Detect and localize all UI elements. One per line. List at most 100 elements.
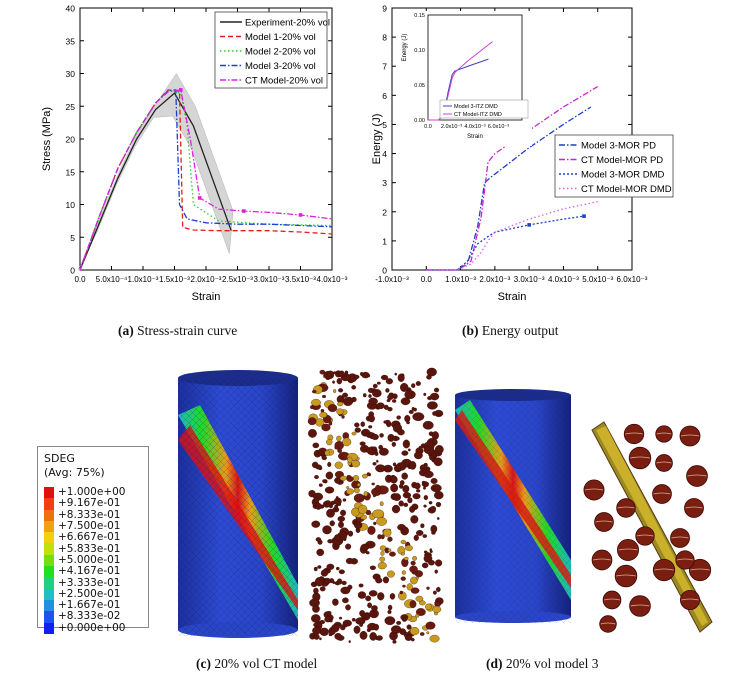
chart-a-legend: Experiment-20% vol Model 1-20% vol Model 2… (214, 11, 330, 89)
contour-legend-row: +3.333e-01 (44, 576, 125, 589)
x-tick-label: 4.0x10⁻³ (317, 275, 348, 284)
contour-value: +6.667e-01 (58, 531, 121, 544)
contour-value: +5.833e-01 (58, 542, 121, 555)
series-marker (197, 196, 202, 200)
contour-color-swatch (44, 487, 54, 499)
x-tick-label: 1.5x10⁻³ (159, 275, 190, 284)
sdeg-contour-legend: SDEG (Avg: 75%) +1.000e+00 +9.167e-01 +8.3… (37, 446, 149, 634)
contour-color-swatch (44, 577, 54, 589)
stress-strain-chart: 0 5 10 15 20 25 30 35 40 0.0 5.0x10⁻⁴ 1.0x10⁻³ 1.5x1… (41, 4, 348, 304)
contour-value: +0.000e+00 (58, 621, 126, 634)
legend-entry: Model 3-20% vol (245, 61, 316, 72)
caption-a: (a) Stress-strain curve (118, 323, 238, 338)
contour-color-swatch (44, 520, 54, 533)
y-axis-label: Stress (MPa) (41, 107, 53, 171)
inset-frame (427, 14, 523, 121)
contour-legend-title: SDEG (44, 452, 75, 465)
x-tick-label: 1.0x10⁻³ (128, 275, 159, 284)
y-tick-label: 3 (382, 178, 387, 188)
contour-legend-row: +1.000e+00 (44, 486, 126, 499)
inset-series-line (428, 41, 493, 121)
ct-model-particles (307, 367, 444, 644)
inset-y-label: Energy (J) (402, 34, 408, 62)
fem-render-images (178, 367, 713, 644)
contour-value: +5.000e-01 (58, 553, 121, 566)
contour-color-swatch (44, 588, 54, 600)
series-line (426, 86, 599, 271)
caption-b: (b) Energy output (462, 323, 559, 338)
contour-color-swatch (44, 554, 54, 567)
contour-color-swatch (44, 532, 54, 544)
x-tick-label: 0.0 (74, 275, 86, 284)
x-tick-label: 3.5x10⁻³ (285, 275, 316, 284)
contour-value: +1.667e-01 (58, 599, 121, 612)
y-tick-label: 8 (382, 33, 387, 43)
contour-value: +7.500e-01 (58, 520, 121, 533)
contour-legend-row: +6.667e-01 (44, 531, 125, 544)
x-tick-label: 2.5x10⁻³ (222, 275, 253, 284)
experiment-range-band (77, 73, 234, 271)
series-line (79, 89, 333, 271)
inset-x-label: Strain (467, 134, 483, 140)
contour-value: +1.000e+00 (58, 486, 126, 499)
legend-entry: CT Model-MOR DMD (581, 184, 672, 195)
x-tick-label: 1.0x10⁻³ (445, 275, 476, 284)
contour-color-swatch (44, 611, 54, 623)
contour-value: +8.333e-01 (58, 508, 121, 521)
y-tick-label: 25 (66, 102, 76, 112)
contour-value: +3.333e-01 (58, 576, 121, 589)
legend-entry: Model 1-20% vol (245, 32, 316, 43)
contour-color-swatch (44, 599, 54, 612)
contour-color-swatch (44, 622, 54, 634)
model3-cylinder (455, 389, 571, 623)
chart-b-legend: Model 3-MOR PD CT Model-MOR PD Model 3-MOR… (554, 134, 674, 198)
contour-legend-row: +1.667e-01 (44, 599, 125, 612)
caption-d: (d) 20% vol model 3 (486, 656, 599, 671)
legend-entry: CT Model-MOR PD (581, 155, 663, 166)
y-tick-label: 15 (66, 167, 76, 177)
y-tick-label: 5 (70, 233, 75, 243)
caption-c: (c) 20% vol CT model (196, 656, 318, 671)
y-tick-label: 30 (66, 69, 76, 79)
y-axis-label: Energy (J) (372, 114, 383, 165)
y-tick-label: 10 (66, 200, 76, 210)
energy-inset-chart: 0.00 0.05 0.10 0.15 0.0 2.0x10⁻³ 4.0x10⁻³ 6.0x1… (398, 11, 532, 146)
legend-entry: Model 2-20% vol (245, 47, 316, 58)
contour-legend-row: +7.500e-01 (44, 520, 125, 533)
series-line (426, 200, 598, 271)
contour-color-swatch (44, 498, 54, 510)
contour-color-swatch (44, 566, 54, 578)
y-tick-label: 7 (382, 62, 387, 72)
legend-entry: Model 3-MOR PD (581, 141, 656, 152)
inset-y-tick-label: 0.10 (414, 48, 425, 54)
series-marker (298, 213, 303, 217)
x-tick-label: 4.0x10⁻³ (548, 275, 579, 284)
contour-legend-row: +8.333e-01 (44, 508, 125, 521)
y-tick-label: 0 (70, 266, 75, 276)
x-tick-label: -1.0x10⁻³ (375, 275, 409, 284)
y-tick-label: 40 (66, 4, 76, 14)
contour-legend-row: +0.000e+00 (44, 621, 126, 634)
series-marker (242, 209, 246, 213)
inset-legend-entry: Model 3-ITZ DMD (454, 104, 498, 110)
x-tick-label: 2.0x10⁻³ (191, 275, 222, 284)
series-line (79, 92, 232, 271)
y-tick-label: 1 (382, 236, 387, 246)
legend-entry: Model 3-MOR DMD (581, 170, 665, 181)
x-axis-label: Strain (498, 291, 527, 303)
legend-entry: CT Model-20% vol (245, 76, 323, 87)
inset-x-tick-label: 2.0x10⁻³ (441, 124, 462, 130)
x-tick-label: 5.0x10⁻⁴ (96, 275, 128, 284)
x-tick-label: 2.0x10⁻³ (479, 275, 510, 284)
y-tick-label: 2 (382, 207, 387, 217)
contour-legend-row: +5.000e-01 (44, 553, 125, 567)
x-tick-label: 6.0x10⁻³ (617, 275, 648, 284)
contour-value: +8.333e-02 (58, 610, 121, 623)
x-axis-label: Strain (192, 291, 221, 303)
series-marker (527, 223, 531, 227)
inset-y-tick-label: 0.05 (414, 83, 425, 89)
x-tick-label: 0.0 (421, 275, 433, 284)
inset-legend-entry: CT Model-ITZ DMD (454, 112, 502, 118)
contour-legend-row: +4.167e-01 (44, 566, 125, 578)
